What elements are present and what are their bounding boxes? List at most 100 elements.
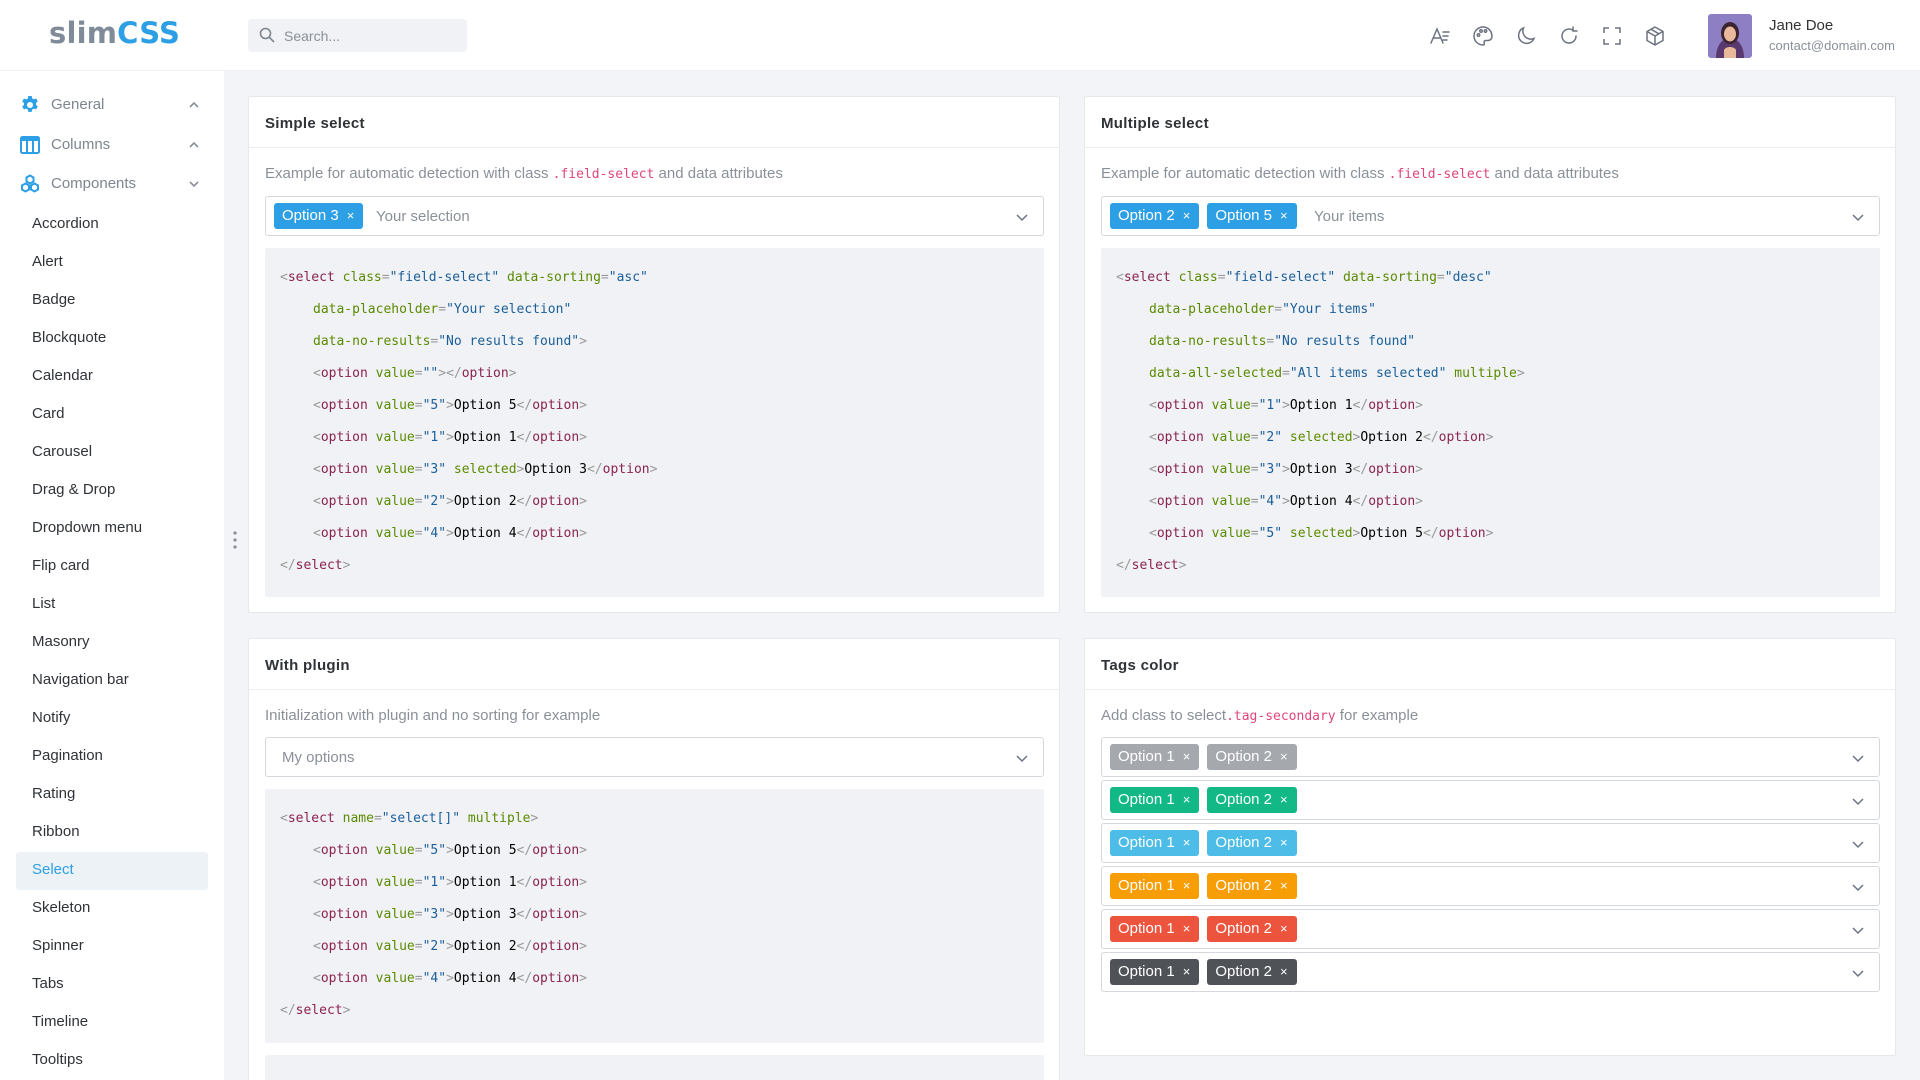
selected-tags: Option 1 × Option 2 × xyxy=(1110,830,1297,856)
select-placeholder: Your selection xyxy=(376,208,470,225)
select-tag: Option 2 × xyxy=(1207,873,1297,899)
tag-remove-icon[interactable]: × xyxy=(346,208,355,223)
select-tag: Option 1 × xyxy=(1110,916,1200,942)
card-with-plugin: With plugin Initialization with plugin a… xyxy=(248,638,1060,1080)
code-line: <option value="1">Option 1</option> xyxy=(1149,398,1423,413)
sidebar-item-spinner[interactable]: Spinner xyxy=(32,937,84,954)
search-input[interactable] xyxy=(284,19,459,52)
tag-color-select-secondary[interactable]: Option 1 × Option 2 × xyxy=(1101,737,1880,777)
sidebar-item-ribbon[interactable]: Ribbon xyxy=(32,823,80,840)
sidebar-item-card[interactable]: Card xyxy=(32,405,65,422)
tag-remove-icon[interactable]: × xyxy=(1182,208,1191,223)
tag-remove-icon[interactable]: × xyxy=(1280,878,1288,893)
font-size-icon[interactable] xyxy=(1428,24,1452,48)
sidebar-item-timeline[interactable]: Timeline xyxy=(32,1013,89,1030)
search-box[interactable] xyxy=(248,19,467,52)
sidebar-item-masonry[interactable]: Masonry xyxy=(32,633,90,650)
sidebar-group-general[interactable]: General xyxy=(20,93,204,117)
palette-icon[interactable] xyxy=(1471,24,1495,48)
select-tag: Option 2 × xyxy=(1207,916,1297,942)
sidebar-group-label: Components xyxy=(51,175,137,192)
columns-icon xyxy=(20,135,40,160)
code-line: <option value="4">Option 4</option> xyxy=(313,971,587,986)
sidebar-item-badge[interactable]: Badge xyxy=(32,291,76,308)
card-description: Example for automatic detection with cla… xyxy=(1101,165,1619,182)
search-icon xyxy=(259,27,275,48)
selected-tags: Option 1 × Option 2 × xyxy=(1110,873,1297,899)
card-simple-select: Simple select Example for automatic dete… xyxy=(248,96,1060,613)
tag-color-select-info[interactable]: Option 1 × Option 2 × xyxy=(1101,823,1880,863)
chevron-up-icon xyxy=(188,138,200,156)
sidebar-item-blockquote[interactable]: Blockquote xyxy=(32,329,107,346)
sidebar-resize-handle[interactable] xyxy=(232,530,238,555)
code-line: data-placeholder="Your selection" xyxy=(313,302,572,317)
sidebar-item-calendar[interactable]: Calendar xyxy=(32,367,93,384)
gear-icon xyxy=(20,95,40,120)
code-line: data-placeholder="Your items" xyxy=(1149,302,1376,317)
tag-remove-icon[interactable]: × xyxy=(1182,749,1191,764)
tag-remove-icon[interactable]: × xyxy=(1280,921,1288,936)
select-tag: Option 1 × xyxy=(1110,787,1200,813)
box-icon[interactable] xyxy=(1643,24,1667,48)
sidebar-item-alert[interactable]: Alert xyxy=(32,253,63,270)
sidebar-group-columns[interactable]: Columns xyxy=(20,133,204,157)
sidebar-item-pagination[interactable]: Pagination xyxy=(32,747,103,764)
sidebar-item-tabs[interactable]: Tabs xyxy=(32,975,64,992)
logo[interactable]: slimCSS xyxy=(49,16,181,50)
tag-remove-icon[interactable]: × xyxy=(1182,964,1191,979)
tag-remove-icon[interactable]: × xyxy=(1182,921,1191,936)
code-block xyxy=(265,1055,1044,1080)
sidebar-item-flip-card[interactable]: Flip card xyxy=(32,557,90,574)
tag-remove-icon[interactable]: × xyxy=(1182,878,1191,893)
tag-remove-icon[interactable]: × xyxy=(1280,792,1288,807)
top-header: slimCSS Jane Doe contact@domain.com xyxy=(0,0,1920,71)
code-block: <select name="select[]" multiple> <optio… xyxy=(265,789,1044,1043)
sidebar-item-skeleton[interactable]: Skeleton xyxy=(32,899,91,916)
plugin-select-field[interactable]: My options xyxy=(265,737,1044,777)
moon-icon[interactable] xyxy=(1514,24,1538,48)
tag-remove-icon[interactable]: × xyxy=(1280,964,1288,979)
tag-color-select-success[interactable]: Option 1 × Option 2 × xyxy=(1101,780,1880,820)
avatar[interactable] xyxy=(1708,14,1752,58)
sidebar-item-drag-drop[interactable]: Drag & Drop xyxy=(32,481,116,498)
code-line: <select class="field-select" data-sortin… xyxy=(280,270,648,285)
tag-remove-icon[interactable]: × xyxy=(1280,208,1288,223)
chevron-up-icon xyxy=(188,98,200,116)
sidebar-item-tooltips[interactable]: Tooltips xyxy=(32,1051,83,1068)
selected-tags: Option 1 × Option 2 × xyxy=(1110,959,1297,985)
sidebar-item-list[interactable]: List xyxy=(32,595,56,612)
sidebar-menu: Accordion Alert Badge Blockquote Calendar Car… xyxy=(16,206,208,1080)
card-tags-color: Tags color Add class to select.tag-secon… xyxy=(1084,638,1896,1056)
refresh-icon[interactable] xyxy=(1557,24,1581,48)
sidebar-item-carousel[interactable]: Carousel xyxy=(32,443,93,460)
code-line: <select name="select[]" multiple> xyxy=(280,811,539,826)
sidebar-item-accordion[interactable]: Accordion xyxy=(32,215,99,232)
tag-color-select-warning[interactable]: Option 1 × Option 2 × xyxy=(1101,866,1880,906)
selected-tags: Option 3 × xyxy=(274,203,364,229)
tag-remove-icon[interactable]: × xyxy=(1280,749,1288,764)
tag-remove-icon[interactable]: × xyxy=(1182,835,1191,850)
code-line: <option value=""></option> xyxy=(313,366,517,381)
sidebar-item-select[interactable]: Select xyxy=(16,852,208,890)
fullscreen-icon[interactable] xyxy=(1600,24,1624,48)
card-title: Tags color xyxy=(1085,639,1895,690)
tag-remove-icon[interactable]: × xyxy=(1280,835,1288,850)
selected-tags: Option 1 × Option 2 × xyxy=(1110,744,1297,770)
tag-color-select-dark[interactable]: Option 1 × Option 2 × xyxy=(1101,952,1880,992)
tag-color-select-danger[interactable]: Option 1 × Option 2 × xyxy=(1101,909,1880,949)
chevron-down-icon xyxy=(1015,210,1029,229)
card-description: Example for automatic detection with cla… xyxy=(265,165,783,182)
sidebar-item-dropdown-menu[interactable]: Dropdown menu xyxy=(32,519,143,536)
card-title: With plugin xyxy=(249,639,1059,690)
card-multiple-select: Multiple select Example for automatic de… xyxy=(1084,96,1896,613)
sidebar-group-components[interactable]: Components xyxy=(20,172,204,196)
sidebar-item-notify[interactable]: Notify xyxy=(32,709,71,726)
chevron-down-icon xyxy=(1851,794,1865,813)
select-tag: Option 5 × xyxy=(1207,203,1297,229)
sidebar-item-navigation-bar[interactable]: Navigation bar xyxy=(32,671,129,688)
simple-select-field[interactable]: Option 3 × Your selection xyxy=(265,196,1044,236)
tag-remove-icon[interactable]: × xyxy=(1182,792,1191,807)
code-line: <option value="2" selected>Option 2</opt… xyxy=(1149,430,1494,445)
sidebar-item-rating[interactable]: Rating xyxy=(32,785,76,802)
multiple-select-field[interactable]: Option 2 × Option 5 × Your items xyxy=(1101,196,1880,236)
